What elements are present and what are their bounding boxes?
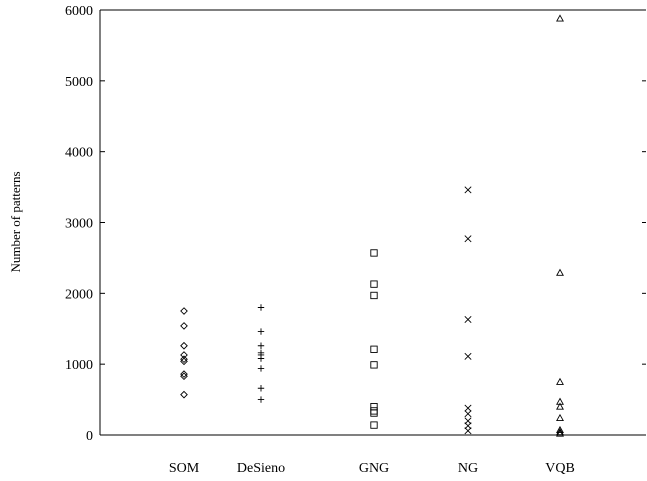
axes xyxy=(99,9,646,436)
data-point-plus xyxy=(257,396,265,403)
data-point-cross xyxy=(464,422,472,430)
data-point-diamond xyxy=(180,307,188,315)
data-point-square xyxy=(370,280,378,288)
data-point-triangle xyxy=(556,425,564,434)
data-point-triangle xyxy=(556,428,564,436)
data-points xyxy=(180,14,564,437)
data-point-diamond xyxy=(180,322,188,330)
y-tick-label: 3000 xyxy=(65,217,93,232)
data-point-plus xyxy=(257,304,265,311)
x-tick-label: VQB xyxy=(545,461,575,476)
x-tick-label: DeSieno xyxy=(237,461,285,476)
data-point-plus xyxy=(257,355,265,362)
x-tick-label: GNG xyxy=(359,461,389,476)
x-tick-labels: SOM DeSieno GNG NG VQB xyxy=(169,461,575,476)
y-tick-label: 2000 xyxy=(65,287,93,302)
data-point-plus xyxy=(257,365,265,372)
data-point-cross xyxy=(464,417,472,425)
y-tick-label: 5000 xyxy=(65,75,93,90)
data-point-triangle xyxy=(556,402,564,410)
y-ticks: 0 1000 2000 3000 4000 5000 6000 xyxy=(65,4,646,444)
y-axis-label: Number of patterns xyxy=(8,171,23,272)
data-point-triangle xyxy=(556,413,564,422)
y-tick-label: 1000 xyxy=(65,358,93,373)
data-point-square xyxy=(370,345,378,353)
data-point-diamond xyxy=(180,351,188,359)
data-point-square xyxy=(370,421,378,429)
data-point-plus xyxy=(257,342,265,349)
data-point-square xyxy=(370,407,378,415)
y-tick-label: 0 xyxy=(86,429,93,444)
y-tick-label: 4000 xyxy=(65,146,93,161)
data-point-plus xyxy=(257,328,265,335)
data-point-square xyxy=(370,291,378,300)
data-point-cross xyxy=(464,352,472,360)
data-point-diamond xyxy=(180,341,188,350)
y-tick-label: 6000 xyxy=(65,4,93,19)
data-point-square xyxy=(370,249,378,257)
data-point-cross xyxy=(464,235,472,243)
data-point-triangle xyxy=(556,429,564,437)
data-point-triangle xyxy=(556,14,564,22)
data-point-cross xyxy=(464,427,472,435)
x-tick-label: SOM xyxy=(169,461,200,476)
data-point-square xyxy=(370,361,378,369)
data-point-diamond xyxy=(180,357,188,366)
data-point-cross xyxy=(464,186,472,194)
data-point-diamond xyxy=(180,390,188,399)
data-point-triangle xyxy=(556,377,564,385)
data-point-diamond xyxy=(180,355,188,364)
data-point-triangle xyxy=(556,268,564,276)
data-point-diamond xyxy=(180,370,188,378)
data-point-cross xyxy=(464,404,472,412)
data-point-square xyxy=(370,409,378,417)
x-tick-label: NG xyxy=(458,461,478,476)
data-point-cross xyxy=(464,316,472,324)
data-point-square xyxy=(370,403,378,411)
data-point-cross xyxy=(464,410,472,418)
data-point-plus xyxy=(257,385,265,392)
data-point-diamond xyxy=(180,372,188,381)
